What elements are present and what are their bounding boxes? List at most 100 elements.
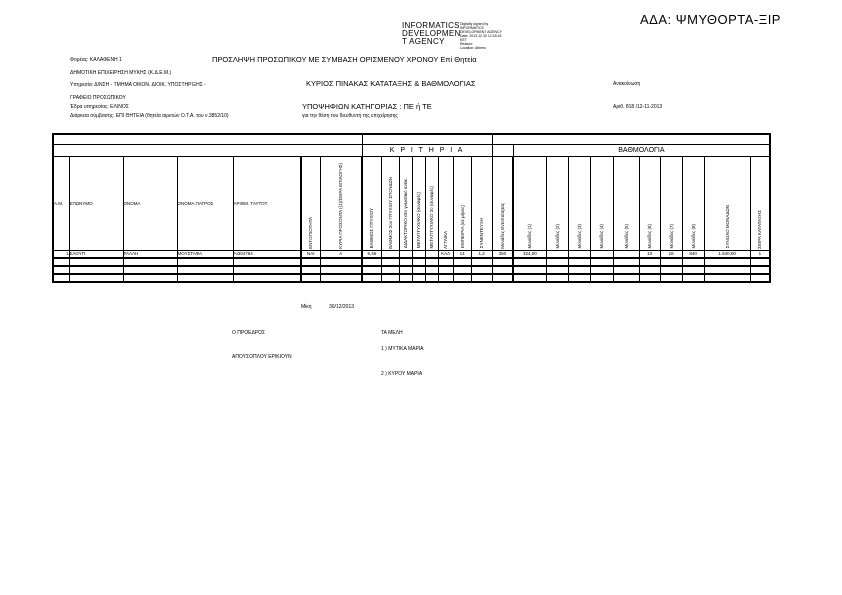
column-header: Μονάδες Εντοπιότητας bbox=[491, 155, 514, 251]
column-header: Μονάδες (8) bbox=[681, 155, 705, 251]
table-cell bbox=[380, 257, 400, 267]
digital-signature-text: Digitally signed by INFORMATICS DEVELOPM… bbox=[460, 22, 502, 50]
column-header-label: Μονάδες (1) bbox=[527, 223, 533, 249]
column-header-label: Μονάδες Εντοπιότητας bbox=[499, 202, 505, 249]
column-header: ΕΝΤΟΠΙΟΤΗΤΑ bbox=[300, 155, 321, 251]
table-cell bbox=[749, 265, 771, 275]
table-cell: 1.540,00 bbox=[703, 249, 751, 259]
table-cell bbox=[703, 257, 751, 267]
table-cell bbox=[122, 265, 178, 275]
table-cell bbox=[681, 273, 705, 283]
table-cell: ΚΑΛ bbox=[437, 249, 454, 259]
table-cell: ΜΟΥΣΤΑΦΑ bbox=[176, 249, 234, 259]
table-cell: 10 bbox=[638, 249, 661, 259]
column-header-label: ΣΕΙΡΑ ΚΑΤΑΤΑΞΗΣ bbox=[757, 209, 763, 249]
table-blank-row bbox=[52, 133, 771, 145]
column-header: ΜΕΤΑΠΤΥΧΙΑΚΟ 2ο (συναφές) bbox=[424, 155, 439, 251]
member-2: 2 ) ΚΥΡΟΥ ΜΑΡΙΑ bbox=[381, 371, 423, 377]
category: ΥΠΟΨΗΦΙΩΝ ΚΑΤΗΓΟΡΙΑΣ : ΠΕ ή ΤΕ bbox=[302, 102, 432, 111]
table-group-row: Κ Ρ Ι Τ Η Ρ Ι Α ΒΑΘΜΟΛΟΓΙΑ bbox=[52, 143, 771, 157]
column-header: Μονάδες (3) bbox=[567, 155, 591, 251]
blank-cell bbox=[52, 143, 363, 157]
foreas: Φορέας: ΚΑΛΑΦΕΝΗ 1 bbox=[70, 57, 122, 63]
table-cell bbox=[589, 265, 614, 275]
table-cell bbox=[512, 265, 547, 275]
table-cell bbox=[491, 257, 514, 267]
table-cell bbox=[659, 257, 683, 267]
column-header: Μονάδες (5) bbox=[612, 155, 640, 251]
table-cell bbox=[176, 273, 234, 283]
table-cell bbox=[176, 257, 234, 267]
column-header-label: ΜΕΤΑΠΤΥΧΙΑΚΟ 2ο (συναφές) bbox=[429, 186, 435, 249]
column-header-label: Μονάδες (7) bbox=[668, 223, 674, 249]
table-cell bbox=[52, 265, 70, 275]
table-cell bbox=[437, 265, 454, 275]
table-cell bbox=[52, 257, 70, 267]
table-cell bbox=[491, 265, 514, 275]
member-1: 1 ) ΜΥΤΙΚΑ ΜΑΡΙΑ bbox=[381, 346, 424, 352]
blank-cell bbox=[52, 133, 363, 145]
column-header: ΕΜΠΕΙΡΙΑ (σε μήνες) bbox=[452, 155, 472, 251]
sig-line: INFORMATICS bbox=[460, 26, 484, 30]
column-header-label: Μονάδες (2) bbox=[554, 223, 560, 249]
table-cell bbox=[512, 257, 547, 267]
table-cell bbox=[398, 249, 413, 259]
table-cell bbox=[612, 273, 640, 283]
column-header-label: ΒΑΘΜΟΣ 2ου ΠΤΥΧΙΟΥ ΣΠΟΥΔΩΝ bbox=[387, 176, 393, 249]
table-cell bbox=[452, 273, 472, 283]
column-header-label: ΚΥΡΙΑ ΠΡΟΣΟΝΤΑ ((1)/ΣΕΙΡΑ ΕΠΙΛΟΓΗΣ) bbox=[338, 162, 344, 249]
table-row bbox=[52, 273, 771, 283]
president-name: ΑΠΟΥΣΟΠΛΟΥ ΕΡΙΚΙΟΥΝ bbox=[232, 354, 292, 360]
column-header-label: ΔΙΔΑΚΤΟΡΙΚΟ στο γνωστικό αντικ. bbox=[403, 178, 409, 249]
table-cell bbox=[749, 273, 771, 283]
table-cell bbox=[319, 273, 363, 283]
column-header-label: Μονάδες (6) bbox=[647, 223, 653, 249]
table-cell bbox=[68, 273, 124, 283]
column-header-label: ΣΥΝΕΝΤΕΥΞΗ bbox=[479, 218, 485, 249]
table-cell bbox=[300, 265, 321, 275]
table-cell bbox=[470, 273, 493, 283]
page-subtitle: ΚΥΡΙΟΣ ΠΙΝΑΚΑΣ ΚΑΤΑΤΑΞΗΣ & ΒΑΘΜΟΛΟΓΙΑΣ bbox=[306, 79, 476, 88]
table-cell bbox=[411, 273, 426, 283]
column-header: ΒΑΘΜΟΣ ΠΤΥΧΙΟΥ bbox=[361, 155, 382, 251]
table-cell: 324,00 bbox=[512, 249, 547, 259]
table-cell bbox=[398, 265, 413, 275]
table-cell bbox=[380, 273, 400, 283]
scores-group-header: ΒΑΘΜΟΛΟΓΙΑ bbox=[512, 143, 771, 157]
table-cell: 1 bbox=[749, 249, 771, 259]
table-row bbox=[52, 265, 771, 275]
column-header: ΚΥΡΙΑ ΠΡΟΣΟΝΤΑ ((1)/ΣΕΙΡΑ ΕΠΙΛΟΓΗΣ) bbox=[319, 155, 363, 251]
logo-line: INFORMATICS bbox=[402, 21, 460, 30]
column-header-label: ΑΓΓΛΙΚΑ bbox=[443, 230, 449, 249]
table-cell bbox=[589, 249, 614, 259]
table-cell: 350 bbox=[491, 249, 514, 259]
table-cell bbox=[411, 265, 426, 275]
column-header-label: Μονάδες (8) bbox=[690, 223, 696, 249]
table-cell bbox=[545, 273, 569, 283]
table-cell bbox=[424, 249, 439, 259]
table-cell bbox=[638, 273, 661, 283]
table-cell bbox=[612, 265, 640, 275]
place-label: Μίκη bbox=[301, 304, 312, 310]
blank-cell bbox=[361, 133, 493, 145]
table-cell bbox=[424, 257, 439, 267]
dimotiki-epixeirisi: ΔΗΜΟΤΙΚΗ ΕΠΙΧΕΙΡΗΣΗ ΜΥΚΗΣ (Κ.Δ.Ε.Μ.) bbox=[70, 70, 172, 76]
anakoinosi: Ανακοίνωση bbox=[613, 81, 641, 87]
table-cell bbox=[411, 257, 426, 267]
table-cell: ΑΙ304784 bbox=[232, 249, 302, 259]
sig-line: Location: Athens bbox=[460, 46, 486, 50]
column-header-label: ΕΜΠΕΙΡΙΑ (σε μήνες) bbox=[459, 205, 465, 249]
table-cell bbox=[380, 265, 400, 275]
column-header: ΒΑΘΜΟΣ 2ου ΠΤΥΧΙΟΥ ΣΠΟΥΔΩΝ bbox=[380, 155, 400, 251]
table-cell bbox=[380, 249, 400, 259]
table-cell: ΕΛΟΥΠ bbox=[68, 249, 124, 259]
column-header: Μονάδες (7) bbox=[659, 155, 683, 251]
column-header-label: Μονάδες (4) bbox=[599, 223, 605, 249]
table-cell bbox=[232, 273, 302, 283]
table-cell: Α bbox=[319, 249, 363, 259]
table-cell bbox=[567, 273, 591, 283]
president-label: Ο ΠΡΟΕΔΡΟΣ bbox=[232, 330, 266, 336]
column-header: Α.Μ. bbox=[52, 155, 70, 251]
table-cell bbox=[589, 273, 614, 283]
table-cell bbox=[424, 265, 439, 275]
